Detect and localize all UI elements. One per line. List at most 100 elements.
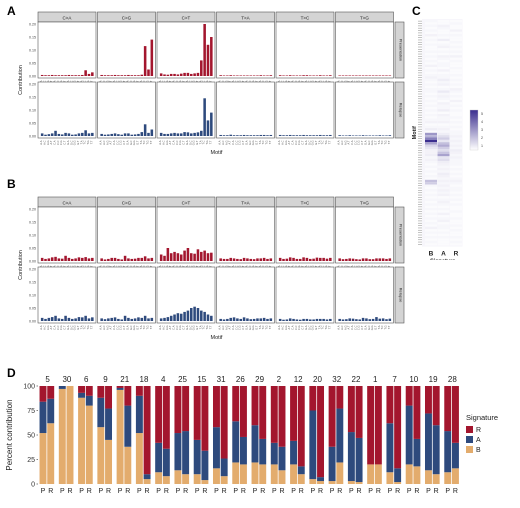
y-axis-label: Percent contribution (5, 399, 14, 470)
facet-label: C>A (63, 201, 72, 206)
heatmap-cell (437, 48, 450, 51)
signature-column-label: B (429, 251, 434, 258)
heatmap-cell (425, 116, 437, 119)
motif-tick-label: G.T (373, 140, 377, 145)
motif-tick-label: T.C (380, 140, 384, 144)
heatmap-cell (425, 36, 437, 39)
bar (315, 75, 319, 76)
heatmap-cell (450, 114, 462, 117)
bar (266, 318, 269, 321)
heatmap-cell (425, 41, 437, 44)
bar (355, 259, 358, 261)
bar (351, 318, 355, 321)
motif-tick-label: G.C (188, 140, 192, 145)
heatmap-cell (425, 184, 437, 187)
heatmap-cell (437, 217, 450, 220)
motif-tick-label: A.A (277, 140, 281, 144)
bar (84, 70, 87, 76)
motif-tick-mark (418, 81, 422, 83)
bar (193, 132, 196, 136)
heatmap-cell (450, 158, 462, 161)
sample-label: R (164, 488, 169, 495)
bar (378, 135, 382, 136)
heatmap-cell (425, 31, 437, 35)
bar (322, 318, 325, 321)
heatmap-cell (450, 219, 462, 223)
heatmap-cell (425, 142, 437, 145)
y-tick-label: 0.20 (29, 82, 36, 86)
heatmap-cell (450, 226, 462, 230)
motif-tick-label: T.T (387, 325, 391, 329)
motif-tick-label: A.G (284, 141, 288, 145)
bar (110, 317, 113, 321)
bar (186, 132, 190, 136)
motif-tick-label: A.A (39, 140, 43, 144)
motif-tick-mark (418, 72, 422, 74)
heatmap-cell (425, 205, 437, 208)
bar (70, 318, 74, 321)
bar (222, 75, 226, 76)
stacked-bar-segment (239, 436, 247, 465)
motif-tick-mark (418, 164, 422, 165)
heatmap-cell (450, 243, 462, 246)
heatmap-cell (437, 165, 450, 169)
heatmap-cell (425, 106, 437, 110)
motif-tick-label: T.A (139, 140, 143, 144)
bar (298, 319, 302, 321)
sample-label: R (414, 488, 419, 495)
bar (246, 75, 249, 76)
heatmap-cell (425, 168, 437, 171)
motif-tick-mark (418, 157, 422, 158)
facet-label: T>A (241, 201, 249, 206)
heatmap-cell (437, 212, 450, 216)
bar (226, 318, 229, 321)
motif-tick-label: T.A (377, 325, 381, 329)
bar (338, 135, 341, 136)
motif-tick-label: C.A (231, 140, 235, 145)
bar (166, 74, 170, 76)
heatmap-cell (425, 88, 437, 91)
sample-label: R (222, 488, 227, 495)
motif-tick-label: G.T (314, 140, 318, 145)
motif-tick-label: C.C (234, 140, 238, 145)
heatmap-cell (450, 24, 462, 28)
heatmap-cell (450, 198, 462, 201)
heatmap-cell (450, 123, 462, 126)
heatmap-cell (437, 24, 450, 28)
bar (143, 315, 147, 321)
motif-tick-mark (418, 53, 422, 55)
heatmap-cell (437, 50, 450, 53)
bar (159, 132, 163, 136)
heatmap-cell (437, 125, 450, 129)
sample-label: R (299, 488, 304, 495)
motif-tick-label: A.C (221, 325, 225, 329)
heatmap-cell (437, 90, 450, 93)
bar (130, 318, 134, 321)
heatmap-cell (450, 156, 462, 159)
sample-label: P (214, 488, 219, 495)
heatmap-cell (425, 146, 437, 150)
heatmap-cell (450, 34, 462, 37)
motif-tick-label: A.C (43, 325, 47, 329)
bar (375, 75, 378, 76)
bar (298, 135, 302, 136)
stacked-bar-segment (143, 386, 151, 475)
motif-tick-label: T.A (377, 140, 381, 144)
heatmap-cell (450, 99, 462, 103)
motif-tick-mark (418, 103, 422, 104)
heatmap-cell (425, 153, 437, 157)
y-tick-label: 0.20 (29, 267, 36, 271)
bar (242, 257, 246, 261)
bar (120, 134, 124, 136)
heatmap-cell (437, 203, 450, 206)
heatmap-cell (450, 90, 462, 93)
sample-label: R (453, 488, 458, 495)
heatmap-cell (437, 229, 450, 232)
bar (219, 258, 222, 261)
stacked-bar-segment (193, 439, 201, 475)
stacked-bar-segment (367, 464, 375, 484)
motif-tick-label: A.T (109, 325, 113, 329)
motif-tick-label: C.G (119, 141, 123, 146)
heatmap-cell (425, 243, 437, 246)
bar (288, 318, 292, 321)
